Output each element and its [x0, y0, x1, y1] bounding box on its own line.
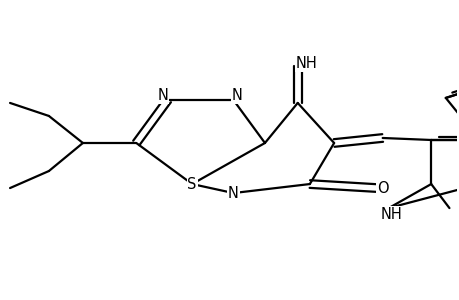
Text: NH: NH: [380, 207, 401, 222]
Text: N: N: [157, 88, 168, 104]
Text: N: N: [228, 186, 238, 201]
Text: S: S: [187, 176, 196, 191]
Text: O: O: [376, 181, 388, 196]
Text: N: N: [231, 88, 242, 104]
Text: NH: NH: [296, 56, 317, 71]
